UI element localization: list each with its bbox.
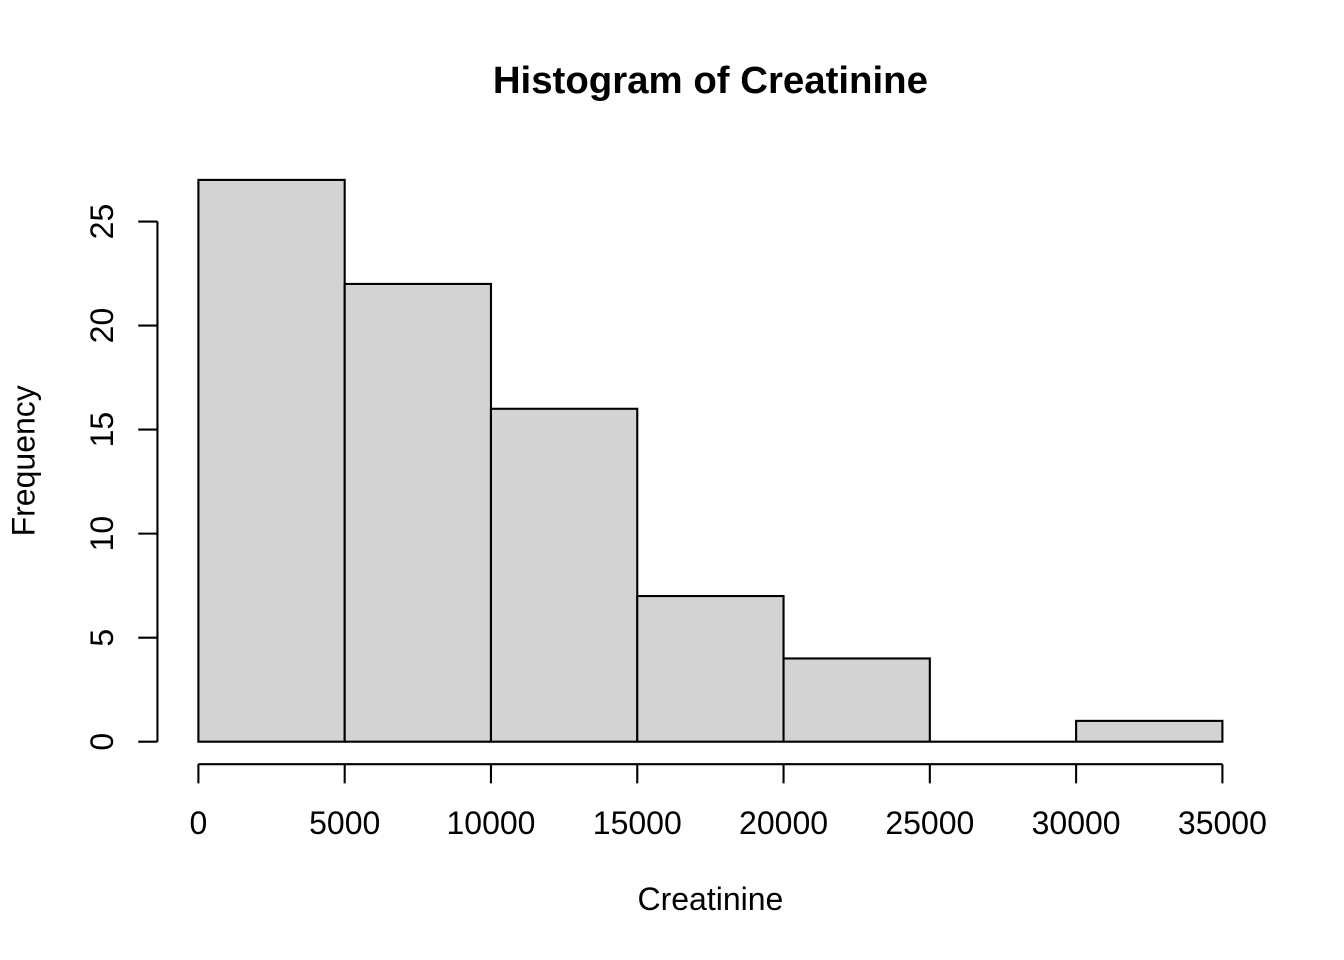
svg-text:Frequency: Frequency — [6, 385, 42, 536]
svg-text:20000: 20000 — [739, 805, 828, 841]
svg-text:20: 20 — [84, 308, 120, 344]
svg-text:Histogram of Creatinine: Histogram of Creatinine — [493, 59, 928, 102]
svg-text:10000: 10000 — [446, 805, 535, 841]
svg-text:Creatinine: Creatinine — [637, 881, 783, 917]
svg-text:15: 15 — [84, 412, 120, 448]
svg-text:5: 5 — [84, 629, 120, 647]
svg-text:25000: 25000 — [885, 805, 974, 841]
svg-text:15000: 15000 — [593, 805, 682, 841]
svg-text:0: 0 — [84, 733, 120, 751]
svg-text:10: 10 — [84, 516, 120, 552]
svg-text:30000: 30000 — [1032, 805, 1121, 841]
svg-text:0: 0 — [190, 805, 208, 841]
svg-text:35000: 35000 — [1178, 805, 1267, 841]
svg-text:5000: 5000 — [309, 805, 380, 841]
svg-text:25: 25 — [84, 204, 120, 240]
